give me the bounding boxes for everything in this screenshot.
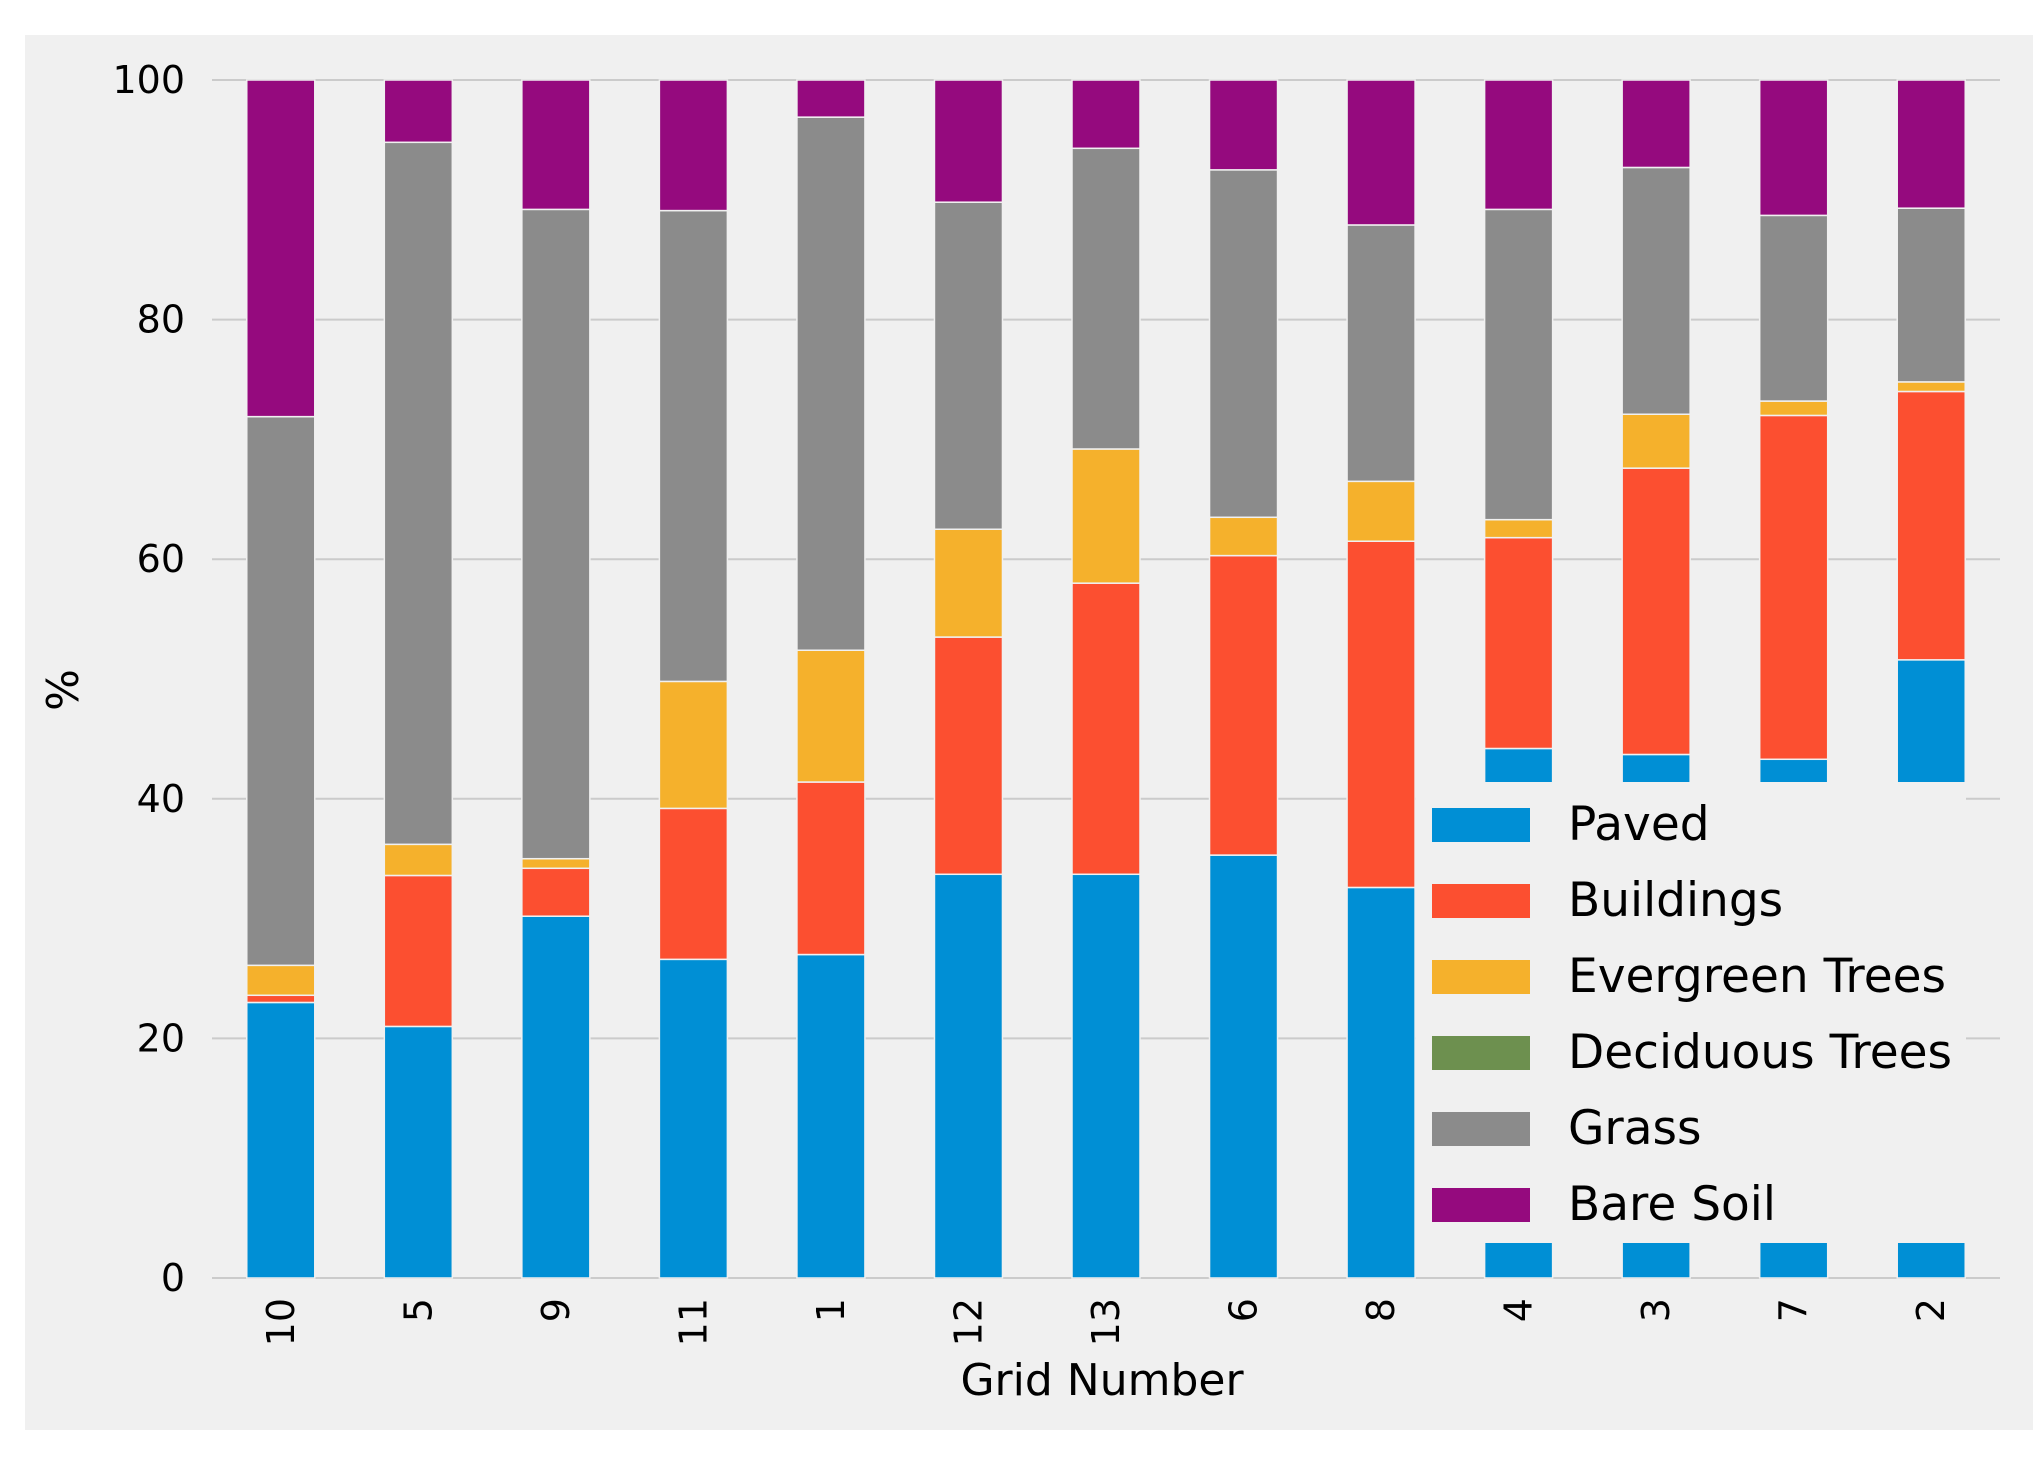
bar-segment <box>246 79 316 418</box>
bar-segment <box>796 116 866 651</box>
bar-segment <box>1483 208 1554 521</box>
x-tick-label: 12 <box>946 1298 990 1346</box>
bar-segment <box>933 79 1004 203</box>
legend-swatch <box>1432 808 1530 842</box>
bar-segment <box>933 528 1004 638</box>
bar-segment <box>658 79 729 212</box>
y-tick-label: 20 <box>137 1016 185 1060</box>
x-tick-label: 2 <box>1909 1298 1953 1322</box>
bar-segment <box>1621 467 1691 756</box>
legend-swatch <box>1432 884 1530 918</box>
bar-segment <box>658 680 729 810</box>
y-tick-label: 40 <box>137 777 185 821</box>
bar-segment <box>1758 414 1829 761</box>
legend-label: Bare Soil <box>1568 1177 1776 1232</box>
x-tick-label: 3 <box>1634 1298 1678 1322</box>
x-tick-label: 4 <box>1497 1298 1541 1322</box>
legend-label: Paved <box>1568 797 1710 852</box>
bar-segment <box>796 953 866 1279</box>
bar-segment <box>383 1025 454 1279</box>
bar-segment <box>1208 516 1279 557</box>
legend-swatch <box>1432 1112 1530 1146</box>
x-tick-label: 9 <box>534 1298 578 1322</box>
bar-segment <box>1758 79 1829 217</box>
legend-swatch <box>1432 1036 1530 1070</box>
legend-label: Deciduous Trees <box>1568 1025 1952 1080</box>
bar-segment <box>1896 79 1966 209</box>
legend-swatch <box>1432 1188 1530 1222</box>
x-tick-label: 10 <box>259 1298 303 1346</box>
bar-segment <box>1208 854 1279 1279</box>
bar-segment <box>1071 147 1141 450</box>
bar-segment <box>1621 79 1691 169</box>
bar-segment <box>521 79 591 211</box>
bar-segment <box>246 415 316 967</box>
bar-segment <box>1483 536 1554 750</box>
y-tick-label: 60 <box>137 537 185 581</box>
bar-segment <box>383 141 454 846</box>
bar-segment <box>1758 214 1829 402</box>
y-axis-label: % <box>38 669 89 711</box>
x-tick-label: 1 <box>809 1298 853 1322</box>
bar-segment <box>1896 381 1966 393</box>
bar-segment <box>1346 886 1416 1279</box>
bar-segment <box>246 994 316 1004</box>
bar-segment <box>933 873 1004 1279</box>
bar-segment <box>1483 518 1554 539</box>
bar-segment <box>521 915 591 1279</box>
bar-segment <box>1621 166 1691 415</box>
bar-segment <box>933 636 1004 876</box>
bar-segment <box>796 781 866 956</box>
bar-segment <box>383 874 454 1028</box>
bar-segment <box>246 964 316 997</box>
bar-segment <box>1346 540 1416 889</box>
bar-segment <box>1208 169 1279 519</box>
bar-segment <box>1071 582 1141 876</box>
bar-segment <box>383 79 454 144</box>
legend: Paved Buildings Evergreen Trees Deciduous T… <box>1416 782 1966 1243</box>
bar-segment <box>521 867 591 917</box>
bar-segment <box>1621 413 1691 469</box>
bar-segment <box>658 958 729 1279</box>
legend-label: Evergreen Trees <box>1568 949 1946 1004</box>
bar-segment <box>796 79 866 118</box>
bar-segment <box>1896 207 1966 383</box>
y-tick-label: 0 <box>161 1256 185 1300</box>
x-tick-label: 13 <box>1084 1298 1128 1346</box>
legend-label: Grass <box>1568 1101 1702 1156</box>
bar-segment <box>1483 79 1554 211</box>
bar-segment <box>1758 400 1829 417</box>
legend-label: Buildings <box>1568 873 1783 928</box>
bar-segment <box>1346 79 1416 226</box>
y-tick-label: 80 <box>137 298 185 342</box>
bar-segment <box>246 1001 316 1279</box>
y-tick-label: 100 <box>112 58 185 102</box>
x-tick-label: 6 <box>1222 1298 1266 1322</box>
bar-segment <box>658 209 729 683</box>
bar-segment <box>1346 224 1416 483</box>
x-tick-label: 11 <box>671 1298 715 1346</box>
bar-segment <box>1071 79 1141 150</box>
bar-segment <box>1208 554 1279 856</box>
bar-segment <box>1208 79 1279 171</box>
bar-segment <box>796 649 866 783</box>
bar-segment <box>521 208 591 860</box>
bar-segment <box>1346 480 1416 542</box>
legend-swatch <box>1432 960 1530 994</box>
bar-segment <box>933 201 1004 530</box>
legend-background <box>1416 782 1966 1243</box>
bar-segment <box>383 843 454 877</box>
x-tick-label: 5 <box>396 1298 440 1322</box>
bar-segment <box>658 807 729 961</box>
bar-segment <box>1896 390 1966 661</box>
bar-segment <box>1071 873 1141 1279</box>
x-tick-label: 8 <box>1359 1298 1403 1322</box>
bar-segment <box>521 857 591 870</box>
x-axis-label: Grid Number <box>960 1355 1244 1406</box>
bar-segment <box>1071 448 1141 584</box>
x-tick-label: 7 <box>1772 1298 1816 1322</box>
